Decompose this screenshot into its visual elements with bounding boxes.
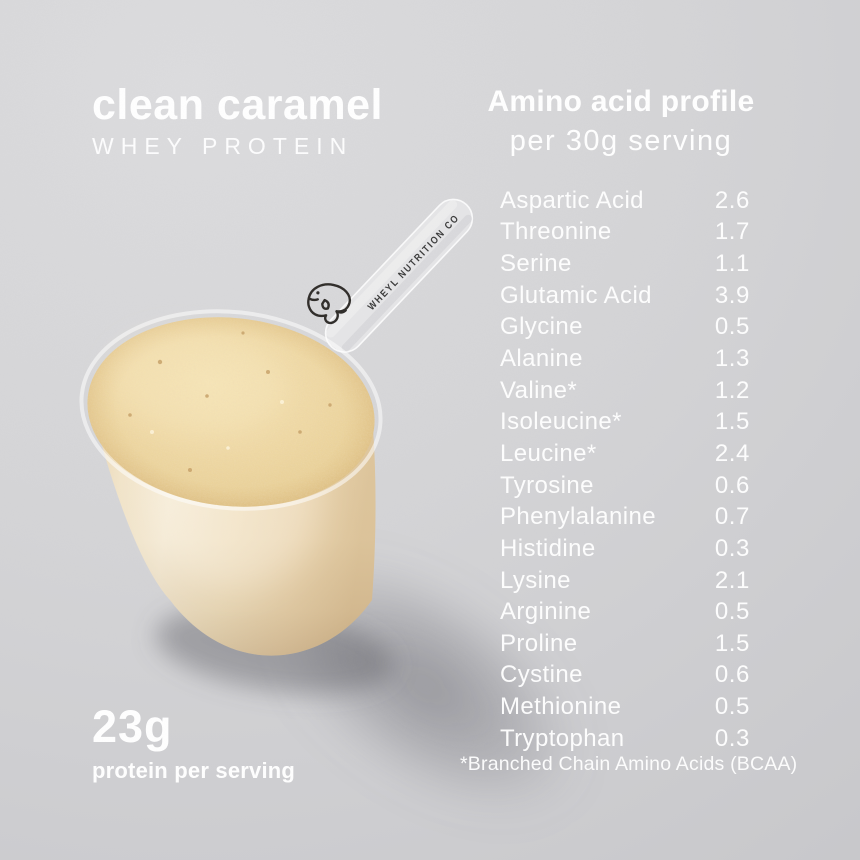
amino-name: Valine* [500,376,578,404]
amino-name: Glutamic Acid [500,281,652,309]
table-row: Glycine 0.5 [500,312,750,344]
table-row: Arginine 0.5 [500,596,750,628]
amino-value: 1.7 [714,218,750,246]
amino-value: 1.2 [714,376,750,404]
amino-name: Isoleucine* [500,408,622,436]
table-row: Alanine 1.3 [500,343,750,375]
table-row: Methionine 0.5 [500,691,750,723]
amino-table: Aspartic Acid 2.6 Threonine 1.7 Serine 1.1 … [500,185,750,755]
bcaa-footnote: *Branched Chain Amino Acids (BCAA) [460,753,798,775]
amino-value: 0.3 [714,724,750,752]
table-row: Histidine 0.3 [500,533,750,565]
table-row: Tryptophan 0.3 [500,723,750,755]
amino-value: 0.6 [714,661,750,689]
table-row: Isoleucine* 1.5 [500,406,750,438]
table-row: Phenylalanine 0.7 [500,501,750,533]
handle-highlight [326,200,458,338]
amino-name: Cystine [500,661,583,689]
table-row: Serine 1.1 [500,248,750,280]
amino-name: Methionine [500,693,622,721]
amino-value: 2.1 [714,566,750,594]
flavor-title: clean caramel [92,81,383,129]
amino-name: Proline [500,629,578,657]
amino-name: Phenylalanine [500,503,656,531]
amino-name: Alanine [500,345,583,373]
table-row: Lysine 2.1 [500,565,750,597]
product-type-label: WHEY PROTEIN [92,133,354,159]
amino-value: 0.5 [714,313,750,341]
amino-name: Leucine* [500,439,597,467]
handle-brand-text: WHEYL NUTRITION CO [366,212,462,312]
amino-value: 0.6 [714,471,750,499]
amino-value: 1.3 [714,345,750,373]
amino-value: 0.5 [714,693,750,721]
amino-header: Amino acid profile per 30g serving [454,84,788,159]
protein-caption: protein per serving [92,758,296,783]
table-row: Glutamic Acid 3.9 [500,280,750,312]
amino-name: Tyrosine [500,471,594,499]
table-row: Valine* 1.2 [500,375,750,407]
amino-value: 0.3 [714,534,750,562]
amino-name: Tryptophan [500,724,625,752]
amino-name: Histidine [500,534,596,562]
protein-stat-block: 23g protein per serving [92,703,295,784]
amino-value: 1.5 [714,629,750,657]
table-row: Proline 1.5 [500,628,750,660]
table-row: Leucine* 2.4 [500,438,750,470]
amino-value: 2.6 [714,186,750,214]
protein-amount: 23g [92,701,173,752]
handle-shade [341,214,473,352]
amino-profile-subtitle: per 30g serving [509,125,733,157]
amino-name: Glycine [500,313,583,341]
amino-name: Threonine [500,218,612,246]
amino-name: Serine [500,250,572,278]
amino-value: 0.5 [714,598,750,626]
flavor-block: clean caramel WHEY PROTEIN [92,82,383,161]
amino-value: 1.1 [714,250,750,278]
scoop-handle: WHEYL NUTRITION CO [324,198,474,353]
table-row: Aspartic Acid 2.6 [500,185,750,217]
amino-name: Lysine [500,566,571,594]
amino-value: 1.5 [714,408,750,436]
amino-value: 3.9 [714,281,750,309]
table-row: Tyrosine 0.6 [500,470,750,502]
amino-name: Arginine [500,598,592,626]
amino-profile-title: Amino acid profile [487,85,755,118]
amino-value: 0.7 [714,503,750,531]
amino-value: 2.4 [714,439,750,467]
amino-name: Aspartic Acid [500,186,644,214]
table-row: Cystine 0.6 [500,660,750,692]
table-row: Threonine 1.7 [500,217,750,249]
